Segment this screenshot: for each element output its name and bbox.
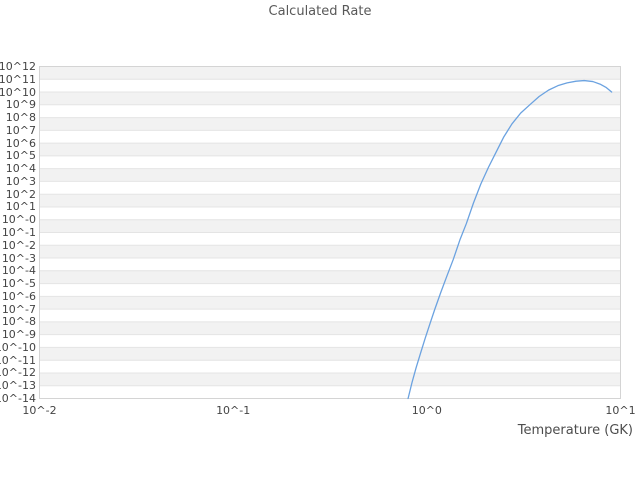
grid-band <box>39 219 621 233</box>
grid-band <box>39 92 621 105</box>
y-tick-label: 10^10 <box>0 85 36 99</box>
x-axis-title: Temperature (GK) <box>517 423 633 438</box>
y-tick-label: 10^1 <box>5 200 36 214</box>
grid-band <box>39 270 621 284</box>
y-tick-label: 10^-9 <box>1 328 36 342</box>
plot-border <box>39 66 621 399</box>
x-tick-label: 10^-2 <box>22 404 57 417</box>
x-tick-label: 10^1 <box>605 404 636 417</box>
y-tick-label: 10^2 <box>5 187 36 201</box>
grid-band <box>39 66 621 80</box>
grid-band <box>39 143 621 156</box>
y-tick-label: 10^-3 <box>1 251 36 265</box>
y-tick-label: 10^12 <box>0 60 36 73</box>
grid-band <box>39 117 621 131</box>
y-tick-label: 10^9 <box>5 98 36 112</box>
grid-band <box>39 245 621 259</box>
y-tick-label: 10^-5 <box>1 277 36 291</box>
y-tick-label: 10^-7 <box>1 302 36 316</box>
y-tick-label: 10^-1 <box>1 226 36 239</box>
y-tick-label: 10^11 <box>0 72 36 86</box>
y-tick-label: 10^-6 <box>1 289 36 303</box>
y-tick-label: 10^-13 <box>0 379 36 393</box>
grid-band <box>39 347 621 361</box>
grid-band <box>39 296 621 310</box>
y-tick-label: 10^5 <box>5 149 36 163</box>
x-tick-label: 10^-1 <box>216 404 251 417</box>
grid-band <box>39 194 621 207</box>
y-tick-label: 10^-4 <box>1 264 36 278</box>
x-tick-label: 10^0 <box>411 404 442 417</box>
calculated-rate-curve <box>407 79 613 400</box>
y-tick-label: 10^3 <box>5 174 36 188</box>
y-tick-label: 10^-8 <box>1 315 36 329</box>
y-tick-label: 10^4 <box>5 162 36 176</box>
y-tick-label: 10^8 <box>5 111 36 125</box>
y-tick-label: 10^-2 <box>1 238 36 252</box>
y-tick-label: 10^6 <box>5 136 36 150</box>
grid-band <box>39 168 621 182</box>
grid-band <box>39 321 621 335</box>
grid-band <box>39 372 621 386</box>
y-tick-label: 10^-0 <box>1 213 36 227</box>
chart-title: Calculated Rate <box>268 4 372 19</box>
y-tick-label: 10^7 <box>5 123 36 137</box>
y-tick-label: 10^-14 <box>0 392 36 405</box>
y-tick-label: 10^-10 <box>0 340 36 354</box>
y-tick-label: 10^-12 <box>0 366 36 380</box>
y-tick-label: 10^-11 <box>0 353 36 367</box>
